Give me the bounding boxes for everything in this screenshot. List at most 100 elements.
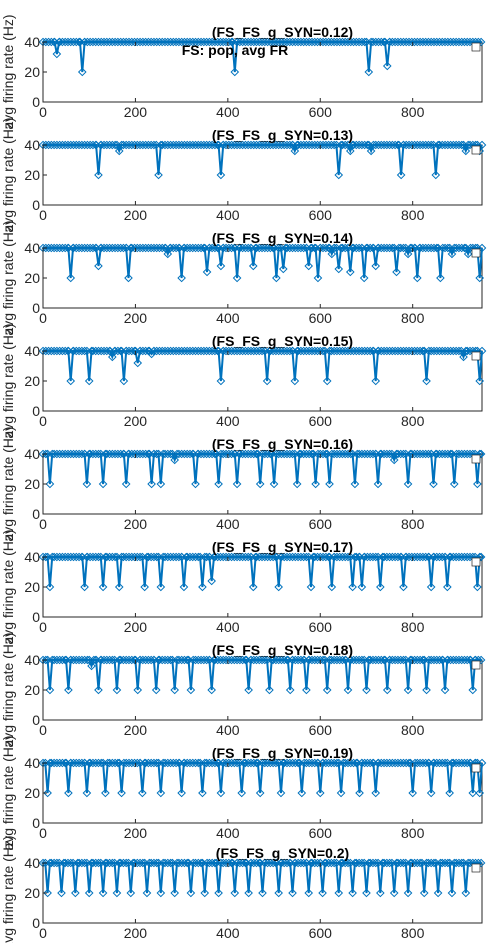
data-point — [307, 758, 317, 768]
data-point — [263, 243, 272, 253]
data-point — [388, 758, 397, 768]
data-point — [96, 243, 106, 253]
data-point — [410, 346, 419, 356]
data-point — [399, 858, 408, 868]
data-point — [121, 655, 131, 665]
data-point — [436, 273, 445, 283]
data-point — [202, 655, 211, 665]
data-point — [374, 655, 383, 665]
data-point — [476, 858, 486, 868]
data-point — [156, 888, 166, 898]
data-point — [476, 552, 486, 562]
data-point — [232, 273, 242, 283]
data-point — [238, 449, 247, 459]
data-point — [205, 758, 214, 768]
data-point — [424, 858, 433, 868]
data-point — [232, 758, 242, 768]
data-point — [241, 655, 250, 665]
data-point — [116, 858, 125, 868]
data-point — [224, 346, 234, 356]
data-point — [279, 655, 289, 665]
data-point — [349, 346, 358, 356]
data-point — [237, 788, 247, 798]
data-point — [252, 655, 261, 665]
data-point — [246, 37, 256, 47]
data-point — [293, 243, 303, 253]
data-point — [318, 888, 327, 898]
data-point — [156, 788, 166, 798]
data-point — [213, 655, 222, 665]
data-point — [357, 758, 367, 768]
data-point — [156, 479, 166, 489]
data-point — [188, 346, 198, 356]
data-point — [119, 376, 129, 386]
data-point — [262, 376, 272, 386]
data-point — [415, 449, 425, 459]
data-point — [246, 858, 256, 868]
data-point — [41, 37, 51, 47]
data-point — [132, 449, 142, 459]
data-point — [282, 858, 292, 868]
data-point — [130, 37, 139, 47]
data-point — [235, 346, 245, 356]
data-point — [279, 858, 289, 868]
data-point — [91, 37, 100, 47]
data-point — [365, 346, 375, 356]
data-point — [379, 243, 389, 253]
data-point — [279, 449, 289, 459]
data-point — [49, 140, 59, 150]
data-point — [346, 758, 356, 768]
data-point — [268, 243, 278, 253]
data-point — [407, 449, 417, 459]
data-point — [196, 140, 206, 150]
data-point — [202, 449, 211, 459]
data-point — [324, 758, 333, 768]
data-point — [327, 37, 336, 47]
data-point — [210, 243, 220, 253]
data-point — [121, 479, 131, 489]
data-point — [135, 243, 145, 253]
x-tick-label: 800 — [401, 825, 425, 841]
data-point — [49, 655, 59, 665]
data-point — [112, 685, 122, 695]
data-point — [285, 685, 295, 695]
data-point — [227, 858, 236, 868]
data-point — [457, 858, 466, 868]
data-point — [210, 552, 220, 562]
data-point — [371, 552, 381, 562]
data-point — [445, 552, 454, 562]
data-point — [216, 655, 225, 665]
data-point — [327, 582, 337, 592]
data-point — [449, 655, 458, 665]
data-point — [238, 140, 247, 150]
data-point — [188, 140, 198, 150]
data-point — [138, 449, 148, 459]
data-point — [149, 37, 159, 47]
data-point — [329, 858, 339, 868]
data-point — [329, 346, 339, 356]
x-tick-label: 400 — [216, 619, 240, 635]
data-point — [435, 140, 444, 150]
data-point — [85, 552, 95, 562]
data-point — [368, 37, 378, 47]
data-point — [41, 655, 51, 665]
data-point — [98, 582, 108, 592]
data-point — [329, 449, 339, 459]
x-tick-label: 200 — [124, 413, 148, 429]
data-point — [343, 346, 353, 356]
data-point — [299, 37, 308, 47]
x-tick-label: 600 — [309, 619, 333, 635]
data-point — [41, 243, 51, 253]
data-point — [426, 37, 436, 47]
data-point — [429, 346, 439, 356]
data-point — [248, 261, 258, 271]
data-point — [376, 243, 386, 253]
data-point — [249, 140, 259, 150]
data-point — [58, 37, 67, 47]
data-point — [213, 346, 222, 356]
data-point — [74, 655, 84, 665]
data-point — [360, 552, 369, 562]
data-point — [435, 449, 444, 459]
data-point — [83, 140, 92, 150]
data-point — [424, 37, 433, 47]
